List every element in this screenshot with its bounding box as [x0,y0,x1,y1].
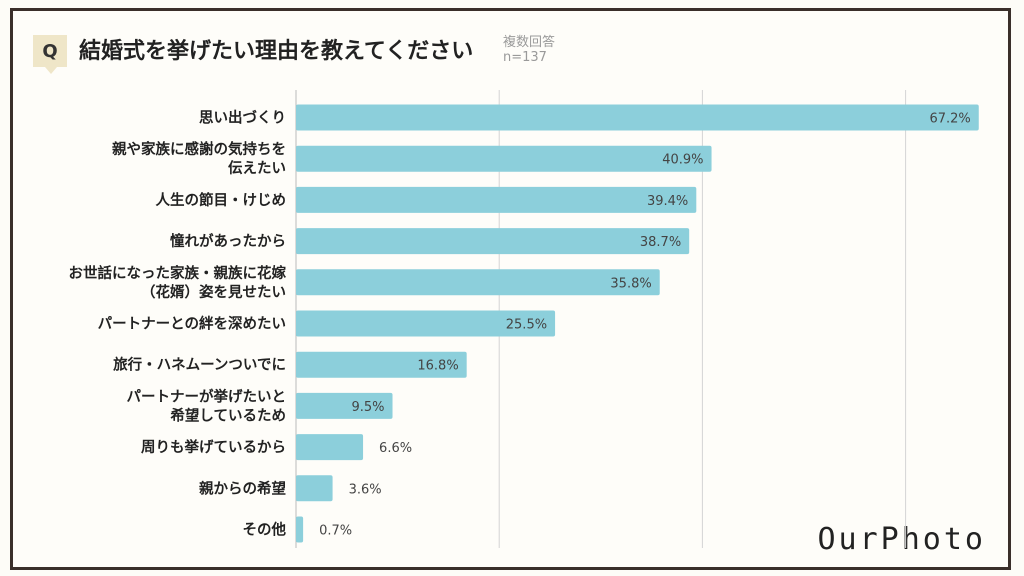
value-label-10: 0.7% [319,524,352,539]
value-label-2: 39.4% [647,194,688,209]
value-label-6: 16.8% [417,359,458,374]
value-label-4: 35.8% [610,276,651,291]
bar-2 [296,186,697,213]
bar-4 [296,269,660,296]
response-note: 複数回答 n=137 [503,35,555,65]
value-label-7: 9.5% [351,400,384,415]
category-label-3-0: 憧れがあったから [170,232,286,250]
bar-6 [296,351,467,378]
chart-title: 結婚式を挙げたい理由を教えてください [79,39,474,64]
category-label-1-1: 伝えたい [228,159,286,177]
sample-size-label: n=137 [503,50,547,65]
ourphoto-logo: OurPhoto [817,522,986,557]
category-label-4-0: お世話になった家族・親族に花嫁 [69,264,287,282]
category-label-6-0: 旅行・ハネムーンついでに [113,356,286,374]
bar-0 [296,104,979,131]
category-label-1-0: 親や家族に感謝の気持ちを [112,140,286,158]
multiple-answer-label: 複数回答 [503,35,556,50]
category-label-8-0: 周りも挙げているから [141,438,286,456]
question-badge: Q [33,35,67,74]
category-label-7-0: パートナーが挙げたいと [127,387,287,405]
category-label-2-0: 人生の節目・けじめ [156,191,287,209]
bar-5 [296,310,556,337]
value-label-3: 38.7% [640,235,681,250]
value-label-1: 40.9% [662,153,703,168]
chart-frame: Q 結婚式を挙げたい理由を教えてください 複数回答 n=137 OurPhoto [10,8,1011,570]
bar-8 [296,434,364,461]
bar-1 [296,145,712,172]
value-label-0: 67.2% [929,112,970,127]
value-label-9: 3.6% [349,482,382,497]
category-label-10-0: その他 [243,521,287,539]
category-label-4-1: （花婿）姿を見せたい [141,283,286,301]
bar-9 [296,475,333,502]
category-label-0-0: 思い出づくり [199,109,286,127]
category-label-9-0: 親からの希望 [199,479,286,497]
value-label-8: 6.6% [379,441,412,456]
bar-3 [296,228,690,255]
bar-7 [296,392,393,419]
category-label-5-0: パートナーとの絆を深めたい [98,315,286,333]
category-label-7-1: 希望しているため [170,406,286,424]
bar-10 [296,516,304,543]
value-label-5: 25.5% [506,318,547,333]
